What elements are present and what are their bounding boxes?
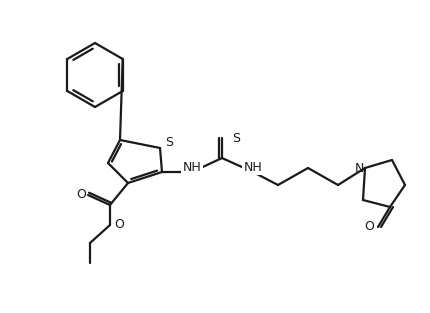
Text: NH: NH <box>244 161 262 174</box>
Text: S: S <box>232 131 240 145</box>
Text: O: O <box>114 218 124 232</box>
Text: S: S <box>165 136 173 150</box>
Text: O: O <box>76 188 86 202</box>
Text: N: N <box>354 162 364 175</box>
Text: NH: NH <box>183 161 201 174</box>
Text: O: O <box>364 220 374 233</box>
